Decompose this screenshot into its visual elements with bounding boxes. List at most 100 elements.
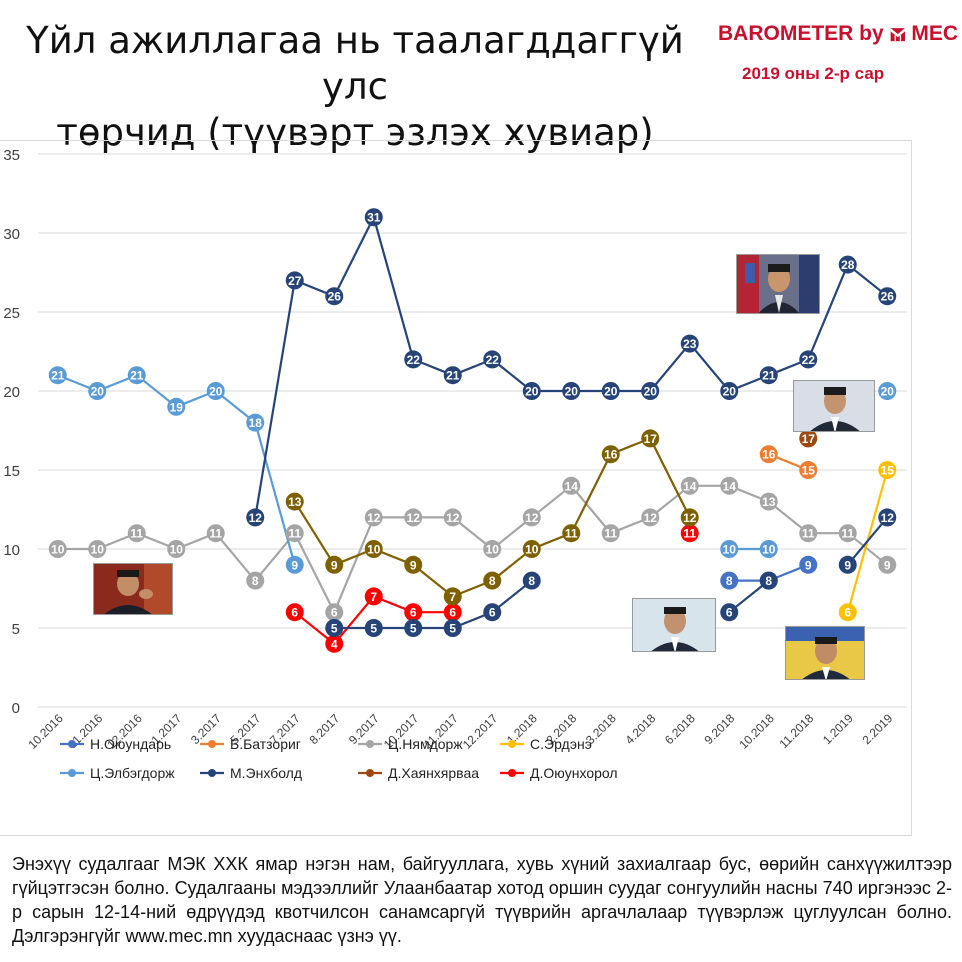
- data-point: [799, 524, 818, 543]
- data-point: [127, 366, 146, 385]
- data-label: 20: [525, 385, 539, 399]
- chart-frame: [0, 140, 912, 836]
- legend-marker: [508, 740, 516, 748]
- data-point: [285, 603, 304, 622]
- data-label: 10: [51, 543, 65, 557]
- data-point: [364, 208, 383, 227]
- data-point: [562, 476, 581, 495]
- legend-label: М.Энхболд: [230, 765, 302, 781]
- data-label: 21: [446, 369, 460, 383]
- portrait-icon: [737, 255, 819, 313]
- data-label: 20: [723, 385, 737, 399]
- data-point: [364, 540, 383, 558]
- x-tick-label: 9.2018: [702, 711, 738, 747]
- data-label: 11: [683, 527, 696, 541]
- data-point: [680, 524, 699, 543]
- data-point: [246, 508, 265, 527]
- data-label: 12: [367, 511, 381, 525]
- data-label: 10: [170, 543, 184, 557]
- data-label: 6: [726, 606, 733, 620]
- y-tick-label: 35: [3, 147, 20, 164]
- data-label: 5: [410, 622, 417, 636]
- data-point: [167, 397, 186, 416]
- legend-label: Н.Оюундарь: [90, 736, 171, 752]
- data-point: [404, 508, 423, 527]
- data-label: 19: [170, 400, 184, 414]
- data-point: [720, 476, 739, 495]
- data-point: [878, 382, 897, 400]
- data-label: 6: [410, 606, 417, 620]
- data-point: [759, 571, 778, 590]
- data-point: [443, 508, 462, 527]
- data-point: [404, 619, 423, 637]
- data-point: [443, 619, 462, 637]
- data-label: 10: [762, 543, 776, 557]
- data-label: 6: [449, 606, 456, 620]
- data-point: [522, 571, 541, 590]
- data-point: [680, 476, 699, 495]
- series-line: [334, 579, 533, 630]
- data-label: 5: [331, 622, 338, 636]
- data-label: 9: [410, 558, 417, 572]
- x-tick-label: 2.2019: [860, 711, 896, 747]
- legend-marker: [68, 769, 76, 777]
- data-point: [562, 524, 581, 543]
- series-line: [57, 484, 888, 614]
- data-point: [601, 445, 620, 464]
- data-label: 12: [525, 511, 539, 525]
- data-label: 18: [249, 416, 263, 430]
- report-date: 2019 оны 2-р сар: [742, 64, 885, 83]
- data-label: 5: [449, 622, 456, 636]
- data-label: 11: [130, 527, 143, 541]
- y-tick-label: 30: [3, 226, 20, 243]
- data-point: [759, 445, 778, 464]
- data-point: [838, 524, 857, 543]
- legend-marker: [366, 740, 374, 748]
- data-label: 16: [762, 448, 776, 462]
- data-label: 20: [209, 385, 223, 399]
- data-point: [562, 382, 581, 400]
- y-tick-label: 5: [12, 621, 20, 638]
- data-point: [364, 587, 383, 606]
- data-point: [680, 334, 699, 353]
- data-point: [483, 571, 502, 590]
- data-point: [246, 571, 265, 590]
- legend-label: Ц.Нямдорж: [388, 736, 463, 752]
- data-label: 11: [209, 527, 222, 541]
- data-label: 7: [449, 590, 456, 604]
- data-label: 10: [525, 543, 539, 557]
- brand-text: BAROMETER by: [718, 22, 884, 45]
- data-label: 21: [51, 369, 65, 383]
- data-point: [522, 540, 541, 558]
- data-label: 16: [604, 448, 618, 462]
- portrait-photo-oyundari: [632, 598, 716, 652]
- data-label: 9: [884, 558, 891, 572]
- data-label: 13: [762, 495, 776, 509]
- data-point: [838, 555, 857, 574]
- data-label: 27: [288, 274, 302, 288]
- legend-marker: [508, 769, 516, 777]
- x-tick-label: 9.2017: [346, 711, 382, 747]
- data-point: [878, 461, 897, 479]
- data-label: 28: [841, 258, 855, 272]
- data-label: 8: [528, 574, 535, 588]
- data-label: 14: [723, 479, 737, 493]
- data-point: [641, 382, 660, 400]
- data-label: 11: [288, 527, 301, 541]
- data-label: 21: [130, 369, 144, 383]
- data-point: [641, 508, 660, 527]
- portrait-icon: [633, 599, 715, 651]
- legend-marker: [366, 769, 374, 777]
- data-point: [799, 555, 818, 574]
- brand-mark: MEC: [911, 22, 958, 45]
- data-label: 9: [844, 558, 851, 572]
- data-label: 13: [288, 495, 302, 509]
- legend-label: Д.Оюунхорол: [530, 765, 618, 781]
- legend-label: С.Эрдэнэ: [530, 736, 592, 752]
- data-point: [878, 508, 897, 527]
- data-point: [522, 508, 541, 527]
- data-point: [799, 429, 818, 448]
- data-label: 12: [249, 511, 263, 525]
- portrait-photo-nyamdorj: [93, 563, 173, 615]
- data-label: 9: [805, 558, 812, 572]
